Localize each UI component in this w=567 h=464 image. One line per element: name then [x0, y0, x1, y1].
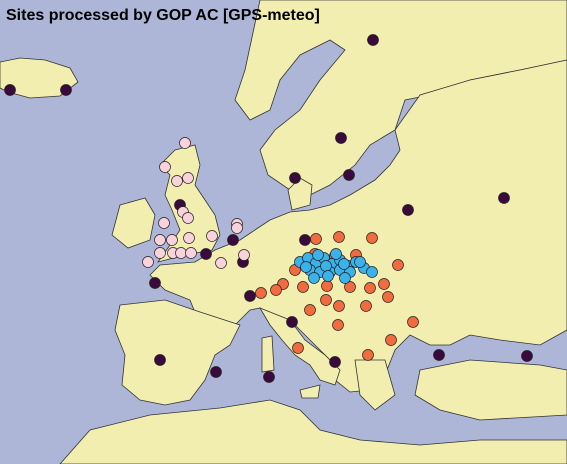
site-marker — [215, 257, 227, 269]
site-marker — [297, 281, 309, 293]
site-marker — [310, 233, 322, 245]
site-marker — [344, 281, 356, 293]
site-marker — [185, 247, 197, 259]
site-marker — [179, 137, 191, 149]
site-marker — [300, 261, 312, 273]
site-marker — [320, 294, 332, 306]
site-marker — [333, 231, 345, 243]
site-marker — [343, 169, 355, 181]
site-marker — [289, 172, 301, 184]
site-marker — [200, 248, 212, 260]
site-marker — [158, 217, 170, 229]
site-marker — [329, 356, 341, 368]
site-marker — [366, 266, 378, 278]
site-marker — [320, 260, 332, 272]
site-marker — [182, 172, 194, 184]
site-marker — [149, 277, 161, 289]
site-marker — [154, 354, 166, 366]
site-marker — [330, 248, 342, 260]
site-marker — [392, 259, 404, 271]
site-marker — [382, 291, 394, 303]
map-title: Sites processed by GOP AC [GPS-meteo] — [6, 7, 320, 24]
site-marker — [227, 234, 239, 246]
site-marker — [385, 334, 397, 346]
site-marker — [299, 234, 311, 246]
site-marker — [286, 316, 298, 328]
site-marker — [335, 132, 347, 144]
site-marker — [182, 212, 194, 224]
site-marker — [322, 270, 334, 282]
site-marker — [378, 278, 390, 290]
site-marker — [362, 349, 374, 361]
site-marker — [255, 287, 267, 299]
site-marker — [60, 84, 72, 96]
site-marker — [183, 232, 195, 244]
site-marker — [402, 204, 414, 216]
site-marker — [360, 300, 372, 312]
site-marker — [238, 249, 250, 261]
site-marker — [521, 350, 533, 362]
site-marker — [433, 349, 445, 361]
site-marker — [498, 192, 510, 204]
site-marker — [171, 175, 183, 187]
site-marker — [270, 284, 282, 296]
site-marker — [312, 249, 324, 261]
site-marker — [159, 161, 171, 173]
site-marker — [339, 272, 351, 284]
site-marker — [154, 234, 166, 246]
site-marker — [364, 282, 376, 294]
site-marker — [338, 258, 350, 270]
site-marker — [407, 316, 419, 328]
site-marker — [142, 256, 154, 268]
site-marker — [231, 222, 243, 234]
site-marker — [332, 319, 344, 331]
sites — [4, 34, 533, 383]
site-marker — [354, 256, 366, 268]
site-marker — [175, 247, 187, 259]
site-marker — [263, 371, 275, 383]
site-marker — [166, 234, 178, 246]
site-marker — [210, 366, 222, 378]
site-marker — [304, 304, 316, 316]
site-marker — [367, 34, 379, 46]
site-marker — [366, 232, 378, 244]
site-marker — [292, 342, 304, 354]
site-marker — [321, 280, 333, 292]
site-marker — [154, 247, 166, 259]
site-marker — [206, 230, 218, 242]
site-marker — [244, 290, 256, 302]
site-marker — [333, 300, 345, 312]
site-marker — [4, 84, 16, 96]
site-marker — [308, 272, 320, 284]
